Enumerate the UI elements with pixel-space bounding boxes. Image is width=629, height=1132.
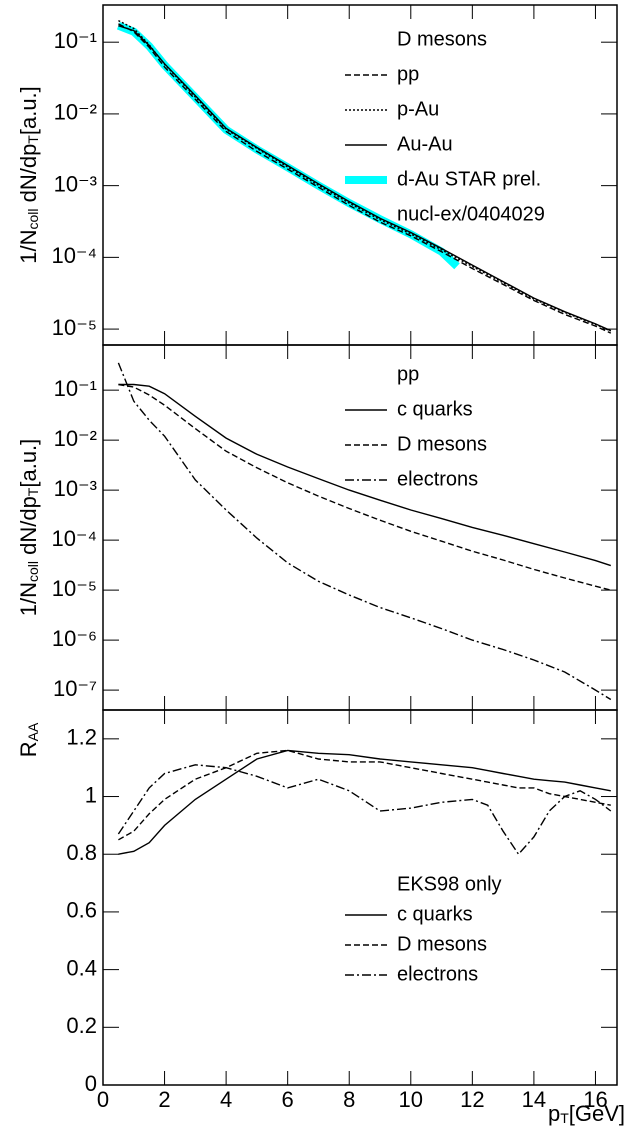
y-label-part: dN/dp bbox=[16, 496, 41, 561]
legend-label: electrons bbox=[397, 468, 478, 490]
y-tick-label: 10⁻⁵ bbox=[52, 576, 97, 601]
x-tick-label: 10 bbox=[399, 1087, 423, 1112]
legend-label: electrons bbox=[397, 963, 478, 985]
legend-label: p-Au bbox=[397, 98, 439, 120]
legend-title: D mesons bbox=[397, 28, 487, 50]
x-label-part: p bbox=[548, 1101, 560, 1126]
frame bbox=[102, 344, 618, 711]
legend-label: pp bbox=[397, 63, 419, 85]
y-tick-label: 10⁻² bbox=[54, 426, 97, 451]
legend-title: EKS98 only bbox=[397, 873, 502, 895]
series-line bbox=[118, 749, 611, 855]
y-axis-label: 1/Ncoll dN/dpT[a.u.] bbox=[16, 439, 41, 617]
legend-label: D mesons bbox=[397, 933, 487, 955]
plot-area bbox=[117, 362, 612, 701]
legend-label: Au-Au bbox=[397, 133, 453, 155]
x-tick-label: 2 bbox=[158, 1087, 170, 1112]
series-line bbox=[117, 362, 612, 701]
y-label-part: dN/dp bbox=[16, 144, 41, 209]
x-tick-label: 16 bbox=[583, 1087, 607, 1112]
y-label-part: [a.u.] bbox=[16, 439, 41, 488]
y-tick-label: 10⁻³ bbox=[54, 476, 97, 501]
y-tick-label: 1 bbox=[85, 782, 97, 807]
y-tick-label: 10⁻⁷ bbox=[53, 676, 97, 701]
y-label-sub: T bbox=[25, 135, 41, 144]
y-label-sub: AA bbox=[25, 722, 41, 741]
y-tick-label: 0.8 bbox=[66, 840, 97, 865]
y-axis-label: RAA bbox=[16, 722, 41, 757]
legend-title: pp bbox=[397, 363, 419, 385]
y-axis-label: 1/Ncoll dN/dpT[a.u.] bbox=[16, 86, 41, 264]
y-tick-label: 10⁻¹ bbox=[54, 28, 97, 53]
series-line bbox=[118, 25, 612, 332]
series-line bbox=[118, 23, 612, 334]
series-line bbox=[118, 383, 611, 591]
x-label-sub: T bbox=[560, 1110, 569, 1126]
y-label-sub: T bbox=[25, 487, 41, 496]
x-tick-label: 0 bbox=[97, 1087, 109, 1112]
y-label-sub: coll bbox=[25, 561, 41, 582]
y-tick-label: 0.4 bbox=[66, 955, 97, 980]
y-label-part: 1/N bbox=[16, 230, 41, 264]
y-label-part: R bbox=[16, 741, 41, 757]
y-tick-label: 0.2 bbox=[66, 1013, 97, 1038]
y-tick-label: 10⁻⁶ bbox=[52, 626, 97, 651]
plot-area bbox=[116, 19, 612, 334]
y-tick-label: 0.6 bbox=[66, 898, 97, 923]
series-line bbox=[118, 383, 612, 567]
legend-label: D mesons bbox=[397, 433, 487, 455]
y-tick-label: 10⁻¹ bbox=[54, 376, 97, 401]
series-line bbox=[117, 764, 612, 856]
x-label-part: [GeV] bbox=[569, 1101, 625, 1126]
plot-area bbox=[117, 749, 612, 856]
y-label-part: [a.u.] bbox=[16, 86, 41, 135]
x-axis-label: pT[GeV] bbox=[548, 1101, 625, 1126]
x-tick-label: 6 bbox=[282, 1087, 294, 1112]
x-tick-label: 4 bbox=[220, 1087, 232, 1112]
x-tick-label: 12 bbox=[460, 1087, 484, 1112]
legend-label: c quarks bbox=[397, 903, 473, 925]
y-label-sub: coll bbox=[25, 209, 41, 230]
x-tick-label: 14 bbox=[522, 1087, 546, 1112]
legend-label: c quarks bbox=[397, 398, 473, 420]
y-tick-label: 1.2 bbox=[66, 725, 97, 750]
y-tick-label: 10⁻⁴ bbox=[51, 526, 97, 551]
y-tick-label: 0 bbox=[85, 1071, 97, 1096]
series-line bbox=[118, 749, 611, 841]
frame bbox=[102, 709, 618, 1086]
x-tick-label: 8 bbox=[343, 1087, 355, 1112]
y-tick-label: 10⁻³ bbox=[54, 171, 97, 196]
y-tick-label: 10⁻⁵ bbox=[52, 315, 97, 340]
annotation: nucl-ex/0404029 bbox=[397, 203, 545, 225]
y-tick-label: 10⁻⁴ bbox=[51, 243, 97, 268]
legend-label: d-Au STAR prel. bbox=[397, 168, 541, 190]
y-label-part: 1/N bbox=[16, 582, 41, 616]
y-tick-label: 10⁻² bbox=[54, 100, 97, 125]
